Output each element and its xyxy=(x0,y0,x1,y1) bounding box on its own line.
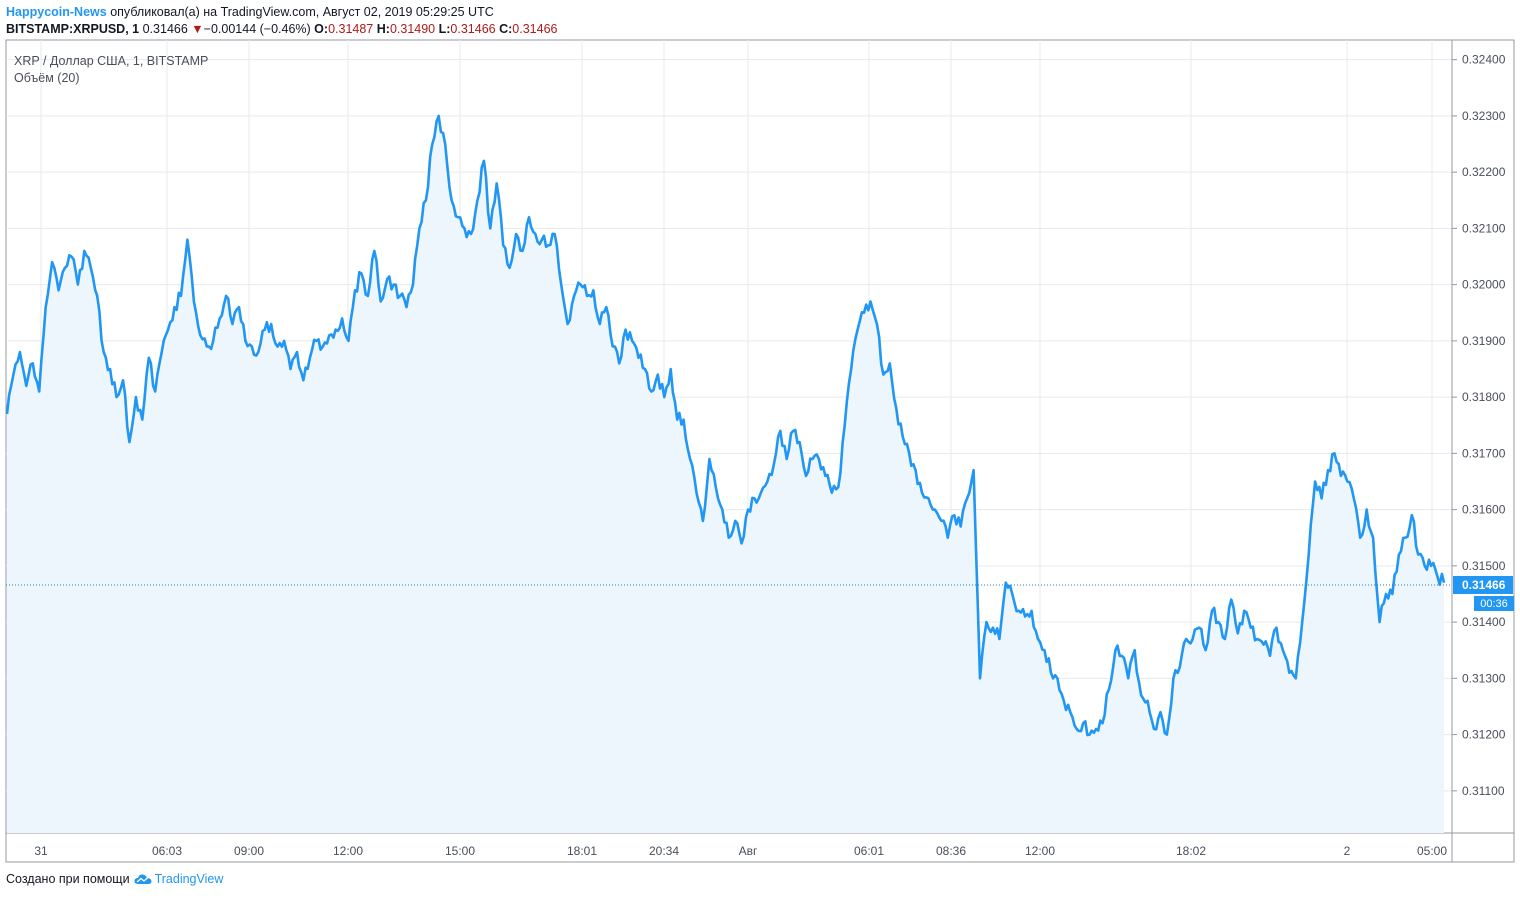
y-tick-label: 0.31600 xyxy=(1462,503,1506,517)
symbol-label: BITSTAMP:XRPUSD, 1 xyxy=(6,22,140,36)
tradingview-link[interactable]: TradingView xyxy=(134,872,224,886)
x-tick-label: 15:00 xyxy=(445,844,475,858)
x-tick-label: 05:00 xyxy=(1417,844,1447,858)
x-tick-label: 12:00 xyxy=(1025,844,1055,858)
y-tick-label: 0.32200 xyxy=(1462,165,1506,179)
price-area-fill xyxy=(7,115,1444,833)
y-tick-label: 0.31300 xyxy=(1462,671,1506,685)
publication-line: Happycoin-News опубликовал(а) на Trading… xyxy=(6,5,494,19)
high-value: 0.31490 xyxy=(389,22,436,36)
y-tick-label: 0.31700 xyxy=(1462,446,1506,460)
chart-frame xyxy=(5,39,1515,863)
y-tick-label: 0.31800 xyxy=(1462,390,1506,404)
price-change: −0.00144 (−0.46%) xyxy=(203,22,311,36)
y-tick-label: 0.32100 xyxy=(1462,221,1506,235)
y-tick-label: 0.31400 xyxy=(1462,615,1506,629)
close-value: 0.31466 xyxy=(512,22,558,36)
created-with-label: Создано при помощи xyxy=(6,872,130,886)
last-price: 0.31466 xyxy=(142,22,188,36)
x-tick-label: 31 xyxy=(34,844,48,858)
y-tick-label: 0.31900 xyxy=(1462,334,1506,348)
volume-indicator-label: Объём (20) xyxy=(14,71,80,85)
ohlc-line: BITSTAMP:XRPUSD, 1 0.31466 ▼−0.00144 (−0… xyxy=(6,22,557,36)
price-line[interactable] xyxy=(5,114,1446,737)
low-label: L: xyxy=(438,22,451,36)
x-tick-label: 08:36 xyxy=(936,844,966,858)
author-name[interactable]: Happycoin-News xyxy=(6,5,107,19)
x-tick-label: 09:00 xyxy=(234,844,264,858)
low-value: 0.31466 xyxy=(450,22,496,36)
countdown-tag-label: 00:36 xyxy=(1480,598,1508,610)
tradingview-brand: TradingView xyxy=(154,872,224,886)
y-tick-label: 0.31100 xyxy=(1462,784,1505,798)
chart-title: XRP / Доллар США, 1, BITSTAMP xyxy=(14,54,208,68)
x-tick-label: 06:01 xyxy=(854,844,884,858)
x-tick-label: 12:00 xyxy=(333,844,363,858)
y-tick-label: 0.32000 xyxy=(1462,278,1506,292)
open-label: O: xyxy=(314,22,329,36)
close-label: C: xyxy=(499,22,513,36)
x-tick-label: 18:02 xyxy=(1176,844,1206,858)
last-price-tag-label: 0.31466 xyxy=(1462,578,1506,592)
x-tick-label: 06:03 xyxy=(152,844,182,858)
down-arrow-icon: ▼ xyxy=(191,22,204,36)
published-text: опубликовал(а) на TradingView.com, Авгус… xyxy=(110,5,494,19)
open-value: 0.31487 xyxy=(328,22,374,36)
x-tick-label: 2 xyxy=(1344,844,1351,858)
x-tick-label: 20:34 xyxy=(649,844,679,858)
last-price-tag xyxy=(1453,575,1513,594)
countdown-tag xyxy=(1474,595,1514,611)
x-tick-label: 18:01 xyxy=(567,844,597,858)
x-tick-label: Авг xyxy=(739,844,758,858)
footer: Создано при помощи TradingView xyxy=(6,872,223,886)
y-tick-label: 0.31200 xyxy=(1462,728,1506,742)
y-tick-label: 0.31500 xyxy=(1462,559,1506,573)
y-tick-label: 0.32400 xyxy=(1462,53,1506,67)
y-tick-label: 0.32300 xyxy=(1462,109,1506,123)
high-label: H: xyxy=(376,22,390,36)
tradingview-cloud-icon xyxy=(134,874,152,884)
